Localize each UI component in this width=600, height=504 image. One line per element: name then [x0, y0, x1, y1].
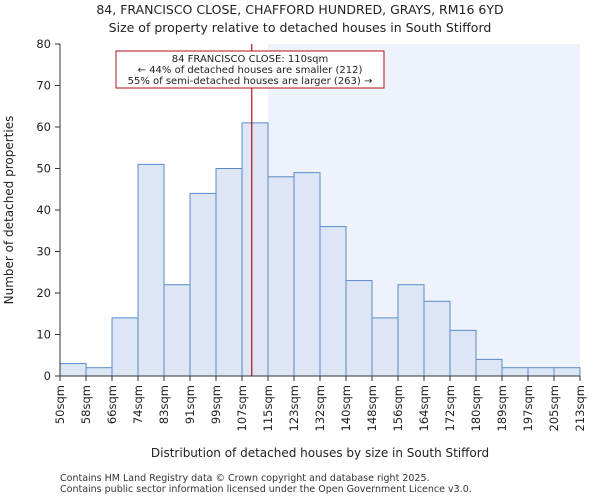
bar-164sqm	[423, 300, 451, 377]
x-tick-label-107sqm: 107sqm	[235, 385, 249, 431]
bar-74sqm	[137, 163, 165, 377]
bar-132sqm	[319, 226, 347, 377]
x-ticks-group: 50sqm 58sqm 66sqm 74sqm 83sqm 91sqm 99sqm 107sq…	[53, 376, 587, 431]
footer-line-1: Contains HM Land Registry data © Crown c…	[60, 473, 430, 484]
x-tick-label-156sqm: 156sqm	[391, 385, 405, 431]
bar-58sqm	[85, 367, 113, 377]
x-tick-label-123sqm: 123sqm	[287, 385, 301, 431]
y-tick-label-0: 0	[44, 369, 51, 383]
footer-line-2: Contains public sector information licen…	[60, 484, 472, 495]
chart-subtitle: Size of property relative to detached ho…	[109, 20, 492, 35]
x-tick-label-115sqm: 115sqm	[261, 385, 275, 431]
x-tick-label-189sqm: 189sqm	[495, 385, 509, 431]
x-tick-label-99sqm: 99sqm	[209, 385, 223, 424]
bar-140sqm	[345, 280, 373, 377]
x-tick-label-197sqm: 197sqm	[521, 385, 535, 431]
bar-197sqm	[527, 367, 555, 377]
bar-91sqm	[189, 192, 217, 377]
x-tick-label-83sqm: 83sqm	[157, 385, 171, 424]
bars-group	[59, 122, 581, 377]
bar-148sqm	[371, 317, 399, 377]
x-tick-label-180sqm: 180sqm	[469, 385, 483, 431]
bar-156sqm	[397, 284, 425, 377]
y-ticks-group: 0 10 20 30 40 50 60 70 80	[36, 37, 60, 383]
x-tick-label-74sqm: 74sqm	[131, 385, 145, 424]
x-tick-label-140sqm: 140sqm	[339, 385, 353, 431]
annotation-line-2: ← 44% of detached houses are smaller (21…	[138, 65, 363, 76]
y-tick-label-20: 20	[36, 286, 51, 300]
x-tick-label-213sqm: 213sqm	[573, 385, 587, 431]
bar-180sqm	[475, 358, 503, 377]
bar-123sqm	[293, 172, 321, 377]
x-tick-label-91sqm: 91sqm	[183, 385, 197, 424]
y-tick-label-60: 60	[36, 120, 51, 134]
x-tick-label-66sqm: 66sqm	[105, 385, 119, 424]
x-tick-label-132sqm: 132sqm	[313, 385, 327, 431]
bar-205sqm	[553, 367, 581, 377]
bar-115sqm	[267, 176, 295, 377]
x-tick-label-148sqm: 148sqm	[365, 385, 379, 431]
x-tick-label-50sqm: 50sqm	[53, 385, 67, 424]
y-tick-label-30: 30	[36, 245, 51, 259]
bar-107sqm	[241, 122, 269, 377]
bar-66sqm	[111, 317, 139, 377]
annotation-line-3: 55% of semi-detached houses are larger (…	[128, 76, 373, 87]
y-tick-label-70: 70	[36, 79, 51, 93]
bar-99sqm	[215, 168, 243, 377]
x-tick-label-172sqm: 172sqm	[443, 385, 457, 431]
bar-50sqm	[59, 363, 87, 377]
y-tick-label-10: 10	[36, 328, 51, 342]
chart-title: 84, FRANCISCO CLOSE, CHAFFORD HUNDRED, G…	[96, 2, 503, 17]
bar-172sqm	[449, 329, 477, 377]
y-tick-label-50: 50	[36, 162, 51, 176]
x-tick-label-205sqm: 205sqm	[547, 385, 561, 431]
x-tick-label-58sqm: 58sqm	[79, 385, 93, 424]
bar-83sqm	[163, 284, 191, 377]
x-axis-label: Distribution of detached houses by size …	[151, 446, 489, 460]
y-tick-label-80: 80	[36, 37, 51, 51]
y-axis-label: Number of detached properties	[2, 116, 16, 305]
annotation-box	[115, 50, 385, 89]
y-tick-label-40: 40	[36, 203, 51, 217]
bar-189sqm	[501, 367, 529, 377]
x-tick-label-164sqm: 164sqm	[417, 385, 431, 431]
annotation-line-1: 84 FRANCISCO CLOSE: 110sqm	[172, 54, 329, 65]
